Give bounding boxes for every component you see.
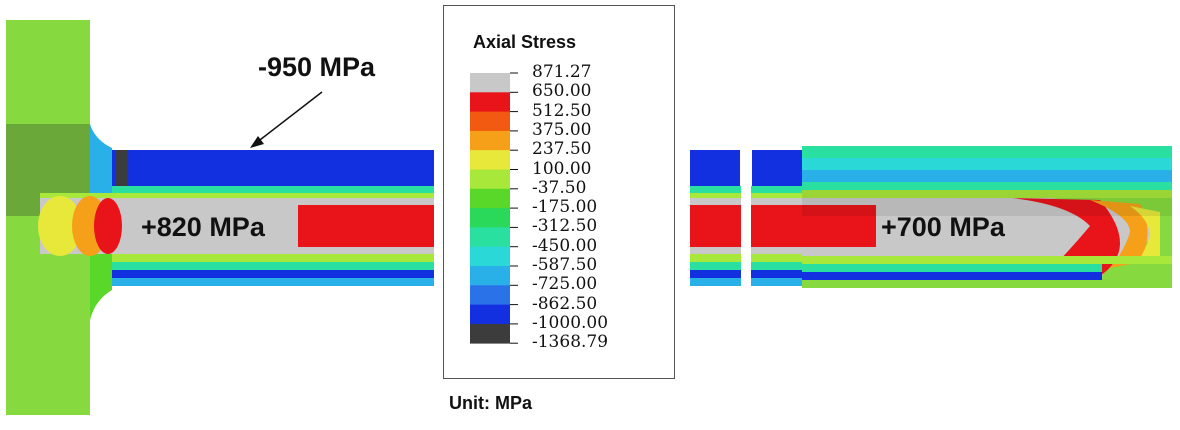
legend-swatch xyxy=(470,150,510,170)
legend-tick-label: 100.00 xyxy=(532,158,592,179)
legend-swatch xyxy=(470,130,510,151)
shaft-left-band-4 xyxy=(112,262,434,270)
annotation-tensile-stress-right: +700 MPa xyxy=(881,212,1005,242)
nut-tip-orange xyxy=(1090,200,1148,268)
legend-tick-label: -312.50 xyxy=(532,216,598,237)
legend-tick-label: 650.00 xyxy=(532,81,592,102)
legend-swatch xyxy=(470,208,510,228)
legend-tick-label: -175.00 xyxy=(532,197,598,218)
legend-swatch xyxy=(470,169,510,190)
shaft-left-band-1 xyxy=(112,186,434,194)
nut-shade-band xyxy=(802,190,1172,216)
shaft-left-outer xyxy=(112,150,434,188)
shaft-left-head-yellow xyxy=(38,196,82,256)
shaft-left-head-red xyxy=(94,198,122,254)
nut-tip-yellow xyxy=(1130,206,1160,258)
legend-swatch xyxy=(470,323,510,344)
nut-bottom-band-4 xyxy=(802,280,1172,288)
legend-tick-label: -725.00 xyxy=(532,274,598,295)
legend-swatch xyxy=(470,266,510,286)
annotation-tensile-stress-left: +820 MPa xyxy=(141,212,265,242)
fillet-top xyxy=(90,124,112,196)
legend-swatch xyxy=(470,111,510,132)
nut-core-red xyxy=(802,205,876,247)
shaft-left-band-2 xyxy=(40,193,434,201)
legend-swatch xyxy=(470,227,510,248)
legend-tick-label: 871.27 xyxy=(532,62,592,82)
nut-top-band-1 xyxy=(802,146,1172,158)
annotation-arrow-line xyxy=(255,91,323,144)
legend-tick-label: 237.50 xyxy=(532,139,592,160)
shaft-left-dark-edge xyxy=(116,150,128,188)
fillet-bottom xyxy=(90,240,112,320)
shaft-left-core-red xyxy=(298,205,434,247)
legend-tick-label: -37.50 xyxy=(532,177,587,198)
shaft-mid-outer-2 xyxy=(752,150,802,188)
legend-tick-label: 375.00 xyxy=(532,119,592,140)
legend-swatch xyxy=(470,188,510,209)
legend-swatch xyxy=(470,304,510,325)
legend-swatch xyxy=(470,246,510,267)
legend-swatch xyxy=(470,285,510,305)
legend-tick-label: 512.50 xyxy=(532,100,592,121)
shaft-mid-outer xyxy=(690,150,740,188)
annotation-arrow-head xyxy=(250,136,264,148)
nut-bottom-band-3 xyxy=(802,272,1102,280)
shaft-left-band-6 xyxy=(112,278,434,286)
legend-tick-label: -862.50 xyxy=(532,293,598,314)
nut-bottom-band-2 xyxy=(802,264,1102,272)
nut-top-band-2 xyxy=(802,158,1172,170)
legend-unit: Unit: MPa xyxy=(449,393,532,413)
legend-tick-label: -1368.79 xyxy=(532,332,609,353)
legend-swatch xyxy=(470,92,510,112)
legend-title: Axial Stress xyxy=(473,32,577,52)
nut-bottom-band-1 xyxy=(802,256,1172,264)
legend-tick-label: -1000.00 xyxy=(532,312,609,333)
legend-swatch xyxy=(470,73,510,93)
legend-tick-label: -587.50 xyxy=(532,255,598,275)
nut-top-band-4 xyxy=(802,182,1172,190)
annotation-compressive-stress: -950 MPa xyxy=(258,52,376,82)
nut-top-band-3 xyxy=(802,170,1172,182)
nut-band-green xyxy=(802,190,1172,198)
legend-tick-label: -450.00 xyxy=(532,235,598,256)
shaft-left-band-5 xyxy=(112,270,434,278)
shaft-break-gap xyxy=(741,150,751,290)
shaft-left-band-3 xyxy=(112,254,434,262)
